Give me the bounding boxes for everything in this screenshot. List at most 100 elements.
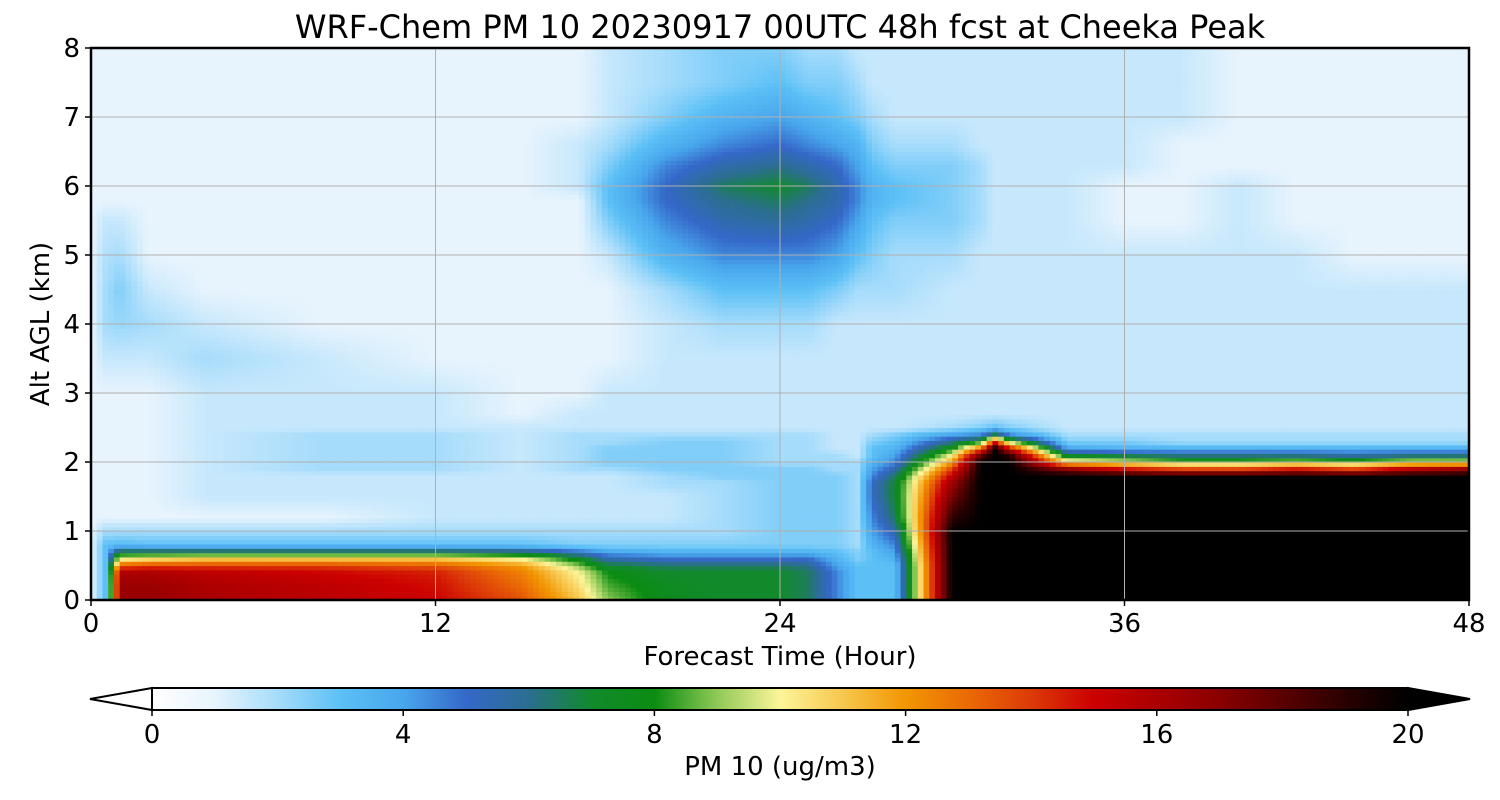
heatmap-cell: [166, 566, 172, 571]
heatmap-cell: [97, 350, 103, 355]
heatmap-cell: [212, 61, 218, 66]
heatmap-cell: [171, 70, 177, 75]
heatmap-cell: [97, 574, 103, 579]
heatmap-cell: [258, 104, 264, 109]
heatmap-cell: [240, 208, 246, 213]
heatmap-cell: [206, 393, 212, 398]
heatmap-cell: [171, 255, 177, 260]
heatmap-cell: [137, 78, 143, 83]
heatmap-cell: [298, 445, 304, 450]
heatmap-cell: [309, 91, 315, 96]
heatmap-cell: [131, 492, 137, 497]
heatmap-cell: [171, 143, 177, 148]
heatmap-cell: [223, 380, 229, 385]
heatmap-cell: [298, 225, 304, 230]
heatmap-cell: [286, 186, 292, 191]
heatmap-cell: [258, 453, 264, 458]
heatmap-cell: [206, 544, 212, 549]
heatmap-cell: [183, 531, 189, 536]
heatmap-cell: [154, 78, 160, 83]
heatmap-cell: [171, 195, 177, 200]
heatmap-cell: [235, 393, 241, 398]
heatmap-cell: [229, 363, 235, 368]
heatmap-cell: [303, 264, 309, 269]
heatmap-cell: [120, 139, 126, 144]
heatmap-cell: [183, 272, 189, 277]
heatmap-cell: [194, 190, 200, 195]
heatmap-cell: [246, 440, 252, 445]
heatmap-cell: [229, 160, 235, 165]
heatmap-cell: [137, 281, 143, 286]
heatmap-cell: [125, 74, 131, 79]
heatmap-cell: [217, 156, 223, 161]
heatmap-cell: [298, 462, 304, 467]
heatmap-cell: [298, 134, 304, 139]
heatmap-cell: [114, 177, 120, 182]
heatmap-cell: [298, 65, 304, 70]
heatmap-cell: [246, 61, 252, 66]
heatmap-cell: [194, 212, 200, 217]
heatmap-cell: [212, 147, 218, 152]
heatmap-cell: [303, 561, 309, 566]
heatmap-cell: [229, 428, 235, 433]
heatmap-cell: [217, 160, 223, 165]
heatmap-cell: [154, 553, 160, 558]
heatmap-cell: [143, 544, 149, 549]
heatmap-cell: [189, 531, 195, 536]
heatmap-cell: [269, 471, 275, 476]
heatmap-cell: [189, 522, 195, 527]
heatmap-cell: [229, 139, 235, 144]
heatmap-cell: [309, 376, 315, 381]
heatmap-cell: [258, 61, 264, 66]
heatmap-cell: [125, 87, 131, 92]
heatmap-cell: [286, 531, 292, 536]
heatmap-cell: [183, 406, 189, 411]
heatmap-cell: [125, 384, 131, 389]
heatmap-cell: [229, 462, 235, 467]
heatmap-cell: [229, 65, 235, 70]
heatmap-cell: [286, 432, 292, 437]
heatmap-cell: [217, 91, 223, 96]
heatmap-cell: [223, 203, 229, 208]
heatmap-cell: [108, 574, 114, 579]
heatmap-cell: [114, 225, 120, 230]
heatmap-cell: [303, 152, 309, 157]
heatmap-cell: [114, 380, 120, 385]
heatmap-cell: [125, 268, 131, 273]
heatmap-cell: [125, 393, 131, 398]
heatmap-cell: [148, 415, 154, 420]
heatmap-cell: [275, 152, 281, 157]
heatmap-cell: [102, 574, 108, 579]
heatmap-cell: [183, 277, 189, 282]
heatmap-cell: [131, 199, 137, 204]
heatmap-cell: [263, 61, 269, 66]
heatmap-cell: [154, 557, 160, 562]
heatmap-cell: [125, 587, 131, 592]
heatmap-cell: [217, 376, 223, 381]
heatmap-cell: [154, 501, 160, 506]
heatmap-cell: [235, 315, 241, 320]
heatmap-cell: [160, 540, 166, 545]
heatmap-cell: [97, 70, 103, 75]
heatmap-cell: [258, 108, 264, 113]
heatmap-cell: [286, 346, 292, 351]
heatmap-cell: [120, 290, 126, 295]
heatmap-cell: [246, 359, 252, 364]
heatmap-cell: [246, 578, 252, 583]
heatmap-cell: [97, 492, 103, 497]
heatmap-cell: [102, 147, 108, 152]
heatmap-cell: [131, 466, 137, 471]
heatmap-cell: [280, 488, 286, 493]
heatmap-cell: [263, 553, 269, 558]
heatmap-cell: [280, 83, 286, 88]
heatmap-cell: [212, 475, 218, 480]
heatmap-cell: [246, 70, 252, 75]
heatmap-cell: [223, 462, 229, 467]
heatmap-cell: [143, 147, 149, 152]
heatmap-cell: [292, 117, 298, 122]
heatmap-cell: [102, 380, 108, 385]
heatmap-cell: [298, 484, 304, 489]
heatmap-cell: [143, 268, 149, 273]
heatmap-cell: [275, 143, 281, 148]
heatmap-cell: [263, 393, 269, 398]
